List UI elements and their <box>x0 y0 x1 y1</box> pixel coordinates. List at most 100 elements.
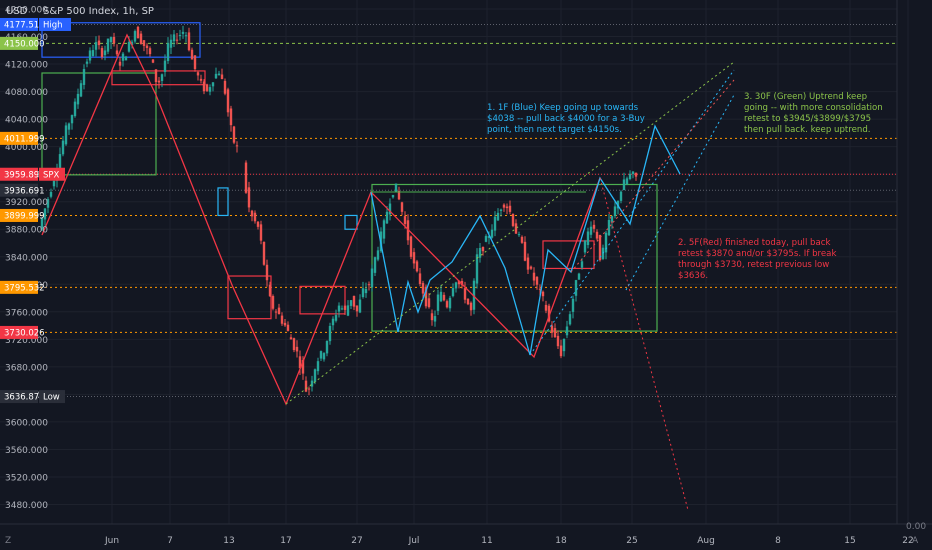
candle-body <box>619 191 623 201</box>
candle-body <box>91 50 95 57</box>
candle-body <box>256 221 260 227</box>
candle-body <box>388 203 392 215</box>
candle-body <box>100 48 104 58</box>
y-tick-label: 3840.000 <box>5 253 48 263</box>
candle-body <box>400 202 404 212</box>
candle-body <box>196 72 200 76</box>
candle-body <box>208 87 212 92</box>
candle-body <box>82 69 86 85</box>
y-tick-label: 4080.000 <box>5 88 48 98</box>
candle-body <box>250 210 254 217</box>
candle-body <box>478 247 482 258</box>
candle-body <box>298 356 302 369</box>
candle-body <box>460 280 464 286</box>
candle-body <box>322 353 326 360</box>
candle-body <box>109 37 113 43</box>
candle-body <box>61 140 65 155</box>
y-tick-label: 3600.000 <box>5 418 48 428</box>
candle-body <box>520 236 524 243</box>
blue-box-small <box>217 187 229 217</box>
candle-body <box>421 283 425 294</box>
candle-body <box>502 204 506 208</box>
candle-body <box>595 231 599 239</box>
price-tag-text: 4177.510 <box>4 21 45 31</box>
candle-body <box>589 226 593 235</box>
blue-box-small2 <box>344 214 358 230</box>
x-tick-label: 18 <box>555 536 567 546</box>
zoom-button[interactable]: Z <box>5 536 12 546</box>
candle-body <box>181 31 185 34</box>
candle-body <box>439 291 443 302</box>
candle-body <box>70 115 74 124</box>
candle-body <box>403 216 407 225</box>
auto-scale-button[interactable]: A <box>912 536 919 546</box>
price-tag-bg <box>0 325 38 339</box>
candle-body <box>394 183 398 193</box>
candle-body <box>496 212 500 221</box>
candle-body <box>67 123 71 130</box>
candle-body <box>571 298 575 312</box>
candle-body <box>319 351 323 359</box>
y-tick-label: 4200.000 <box>5 6 48 16</box>
price-tag-text: 3936.691 <box>4 186 45 196</box>
price-tag-badge <box>39 17 71 31</box>
x-tick-label: 15 <box>844 536 855 546</box>
candle-body <box>115 50 119 55</box>
price-tag-bg <box>0 167 38 181</box>
candle-body <box>178 34 182 36</box>
candle-body <box>313 369 317 382</box>
annotation-note-green: 3. 30F (Green) Uptrend keep going -- wit… <box>744 92 883 135</box>
candle-body <box>247 187 251 208</box>
candle-body <box>286 324 290 331</box>
candle-body <box>214 73 218 79</box>
candle-body <box>574 280 578 296</box>
candle-body <box>274 311 278 313</box>
price-tag-bg <box>0 280 38 294</box>
candle-body <box>271 296 275 309</box>
candle-body <box>97 40 101 46</box>
green-consolidation-box <box>371 183 658 332</box>
candle-body <box>112 36 116 44</box>
candle-body <box>526 257 530 270</box>
candle-body <box>94 42 98 50</box>
candle-body <box>190 49 194 60</box>
candle-body <box>592 224 596 229</box>
candle-body <box>52 180 56 187</box>
candle-body <box>610 216 614 223</box>
candle-body <box>598 234 602 261</box>
candle-body <box>427 298 431 308</box>
candle-body <box>490 229 494 238</box>
red-dotted-projection <box>599 177 689 511</box>
candle-body <box>508 205 512 212</box>
candle-body <box>415 261 419 272</box>
candle-body <box>547 305 551 322</box>
candle-body <box>523 241 527 261</box>
red-dotted-trend-a <box>570 79 735 273</box>
candle-body <box>193 55 197 70</box>
green-box-left <box>41 72 157 176</box>
candle-body <box>223 80 227 94</box>
currency-label: USD <box>6 6 28 17</box>
price-tag-text: 3730.026 <box>4 329 45 339</box>
price-tag-text: 4150.000 <box>4 40 45 50</box>
candle-body <box>364 288 368 294</box>
candle-body <box>268 284 272 297</box>
candlestick-series <box>40 25 638 396</box>
price-tag-bg <box>0 208 38 222</box>
candle-body <box>136 26 140 39</box>
price-tag-text: 3636.870 <box>4 393 45 403</box>
candle-body <box>517 234 521 236</box>
candle-body <box>175 39 179 41</box>
candle-body <box>217 73 221 76</box>
candle-body <box>493 216 497 231</box>
price-tag-badge-text: SPX <box>43 170 60 180</box>
candle-body <box>163 60 167 72</box>
symbol-title[interactable]: S&P 500 Index, 1h, SP <box>43 6 154 17</box>
time-axis[interactable]: Jun 7 13 17 27 Jul 11 18 25 Aug 8 15 22 <box>0 523 932 546</box>
candle-body <box>562 338 566 352</box>
candle-body <box>628 173 632 179</box>
x-tick-label: 8 <box>775 536 781 546</box>
candle-body <box>556 335 560 347</box>
y-tick-label: 3760.000 <box>5 308 48 318</box>
